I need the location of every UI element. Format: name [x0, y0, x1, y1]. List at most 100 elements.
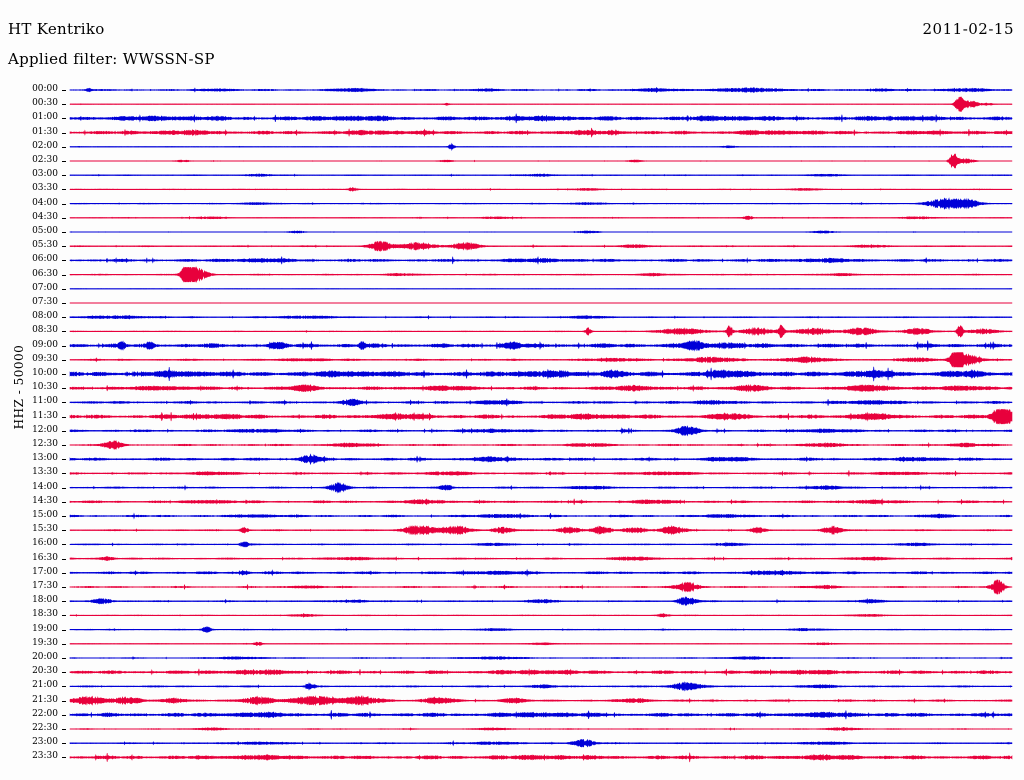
- time-label: 08:00: [32, 311, 58, 322]
- time-label: 03:00: [32, 169, 58, 180]
- axis-tick: [62, 104, 66, 106]
- axis-tick: [62, 203, 66, 205]
- time-label: 02:00: [32, 140, 58, 151]
- axis-tick: [62, 629, 66, 631]
- axis-tick: [62, 132, 66, 134]
- axis-tick: [62, 246, 66, 248]
- axis-tick: [62, 146, 66, 148]
- time-label: 09:00: [32, 339, 58, 350]
- axis-tick: [62, 317, 66, 319]
- axis-tick: [62, 175, 66, 177]
- time-label: 12:30: [32, 439, 58, 449]
- time-label: 22:30: [32, 723, 58, 733]
- seismogram-plot: 00:00 00:30 01:00 01:30 02:00 02:30 03:00 03:30…: [0, 78, 1024, 778]
- time-label: 13:00: [32, 453, 58, 464]
- time-label: 14:30: [32, 495, 58, 506]
- axis-tick: [62, 402, 66, 404]
- axis-tick: [62, 572, 66, 574]
- time-label: 06:30: [32, 268, 58, 279]
- applied-filter-label: Applied filter: WWSSN-SP: [8, 50, 215, 68]
- time-label: 09:30: [32, 353, 58, 364]
- axis-tick: [62, 714, 66, 716]
- axis-tick: [62, 672, 66, 674]
- axis-tick: [62, 345, 66, 347]
- axis-tick: [62, 274, 66, 276]
- time-label: 03:30: [32, 183, 58, 194]
- axis-tick: [62, 544, 66, 546]
- time-label: 04:00: [32, 197, 58, 208]
- time-label: 20:30: [32, 666, 58, 677]
- axis-tick: [62, 530, 66, 532]
- time-label: 02:30: [32, 155, 58, 165]
- axis-tick: [62, 601, 66, 603]
- axis-tick: [62, 516, 66, 517]
- time-label: 19:30: [32, 637, 58, 648]
- axis-tick: [62, 686, 66, 688]
- axis-tick: [62, 643, 66, 645]
- time-label: 06:00: [32, 254, 58, 265]
- time-label: 17:30: [32, 581, 58, 591]
- time-label: 00:30: [32, 98, 58, 109]
- time-label: 10:30: [32, 382, 58, 393]
- axis-tick: [62, 359, 66, 361]
- axis-tick: [62, 729, 66, 730]
- time-label: 15:30: [32, 524, 58, 535]
- axis-tick: [62, 331, 66, 333]
- time-label: 21:30: [32, 694, 58, 705]
- time-label: 23:30: [32, 751, 58, 762]
- time-label: 05:30: [32, 240, 58, 251]
- time-label: 23:00: [32, 737, 58, 748]
- time-label: 18:30: [32, 609, 58, 620]
- axis-tick: [62, 459, 66, 461]
- axis-tick: [62, 416, 66, 418]
- axis-tick: [62, 260, 66, 262]
- axis-tick: [62, 487, 66, 489]
- time-label: 07:30: [32, 297, 58, 307]
- axis-tick: [62, 232, 66, 233]
- axis-tick: [62, 303, 66, 304]
- time-label: 01:00: [32, 112, 58, 123]
- axis-tick: [62, 615, 66, 617]
- axis-tick: [62, 118, 66, 120]
- time-label: 12:00: [32, 424, 58, 435]
- time-label: 19:00: [32, 623, 58, 634]
- axis-tick: [62, 587, 66, 588]
- axis-tick: [62, 501, 66, 503]
- axis-tick: [62, 217, 66, 219]
- axis-tick: [62, 445, 66, 446]
- trace-canvas: [69, 86, 1013, 763]
- axis-tick: [62, 757, 66, 759]
- time-label: 04:30: [32, 211, 58, 222]
- axis-tick: [62, 288, 66, 290]
- time-label: 16:30: [32, 552, 58, 563]
- time-label: 20:00: [32, 652, 58, 662]
- axis-tick: [62, 90, 66, 91]
- time-label: 11:30: [32, 410, 58, 421]
- time-label: 21:00: [32, 680, 58, 691]
- time-label: 14:00: [32, 481, 58, 492]
- time-label: 22:00: [32, 708, 58, 719]
- time-label: 11:00: [32, 396, 58, 407]
- page-title: HT Kentriko: [8, 20, 105, 38]
- time-label: 16:00: [32, 538, 58, 549]
- axis-tick: [62, 430, 66, 432]
- axis-tick: [62, 658, 66, 659]
- time-label: 18:00: [32, 595, 58, 606]
- time-label: 08:30: [32, 325, 58, 336]
- time-label: 15:00: [32, 510, 58, 520]
- time-label: 10:00: [32, 368, 58, 378]
- axis-tick: [62, 558, 66, 560]
- axis-tick: [62, 743, 66, 745]
- time-label: 05:00: [32, 226, 58, 236]
- time-label: 07:00: [32, 282, 58, 293]
- record-date: 2011-02-15: [922, 20, 1014, 38]
- axis-tick: [62, 473, 66, 475]
- axis-tick: [62, 161, 66, 162]
- axis-tick: [62, 374, 66, 375]
- axis-tick: [62, 189, 66, 191]
- time-label: 01:30: [32, 126, 58, 137]
- time-label: 00:00: [32, 84, 58, 94]
- axis-tick: [62, 388, 66, 390]
- axis-tick: [62, 700, 66, 702]
